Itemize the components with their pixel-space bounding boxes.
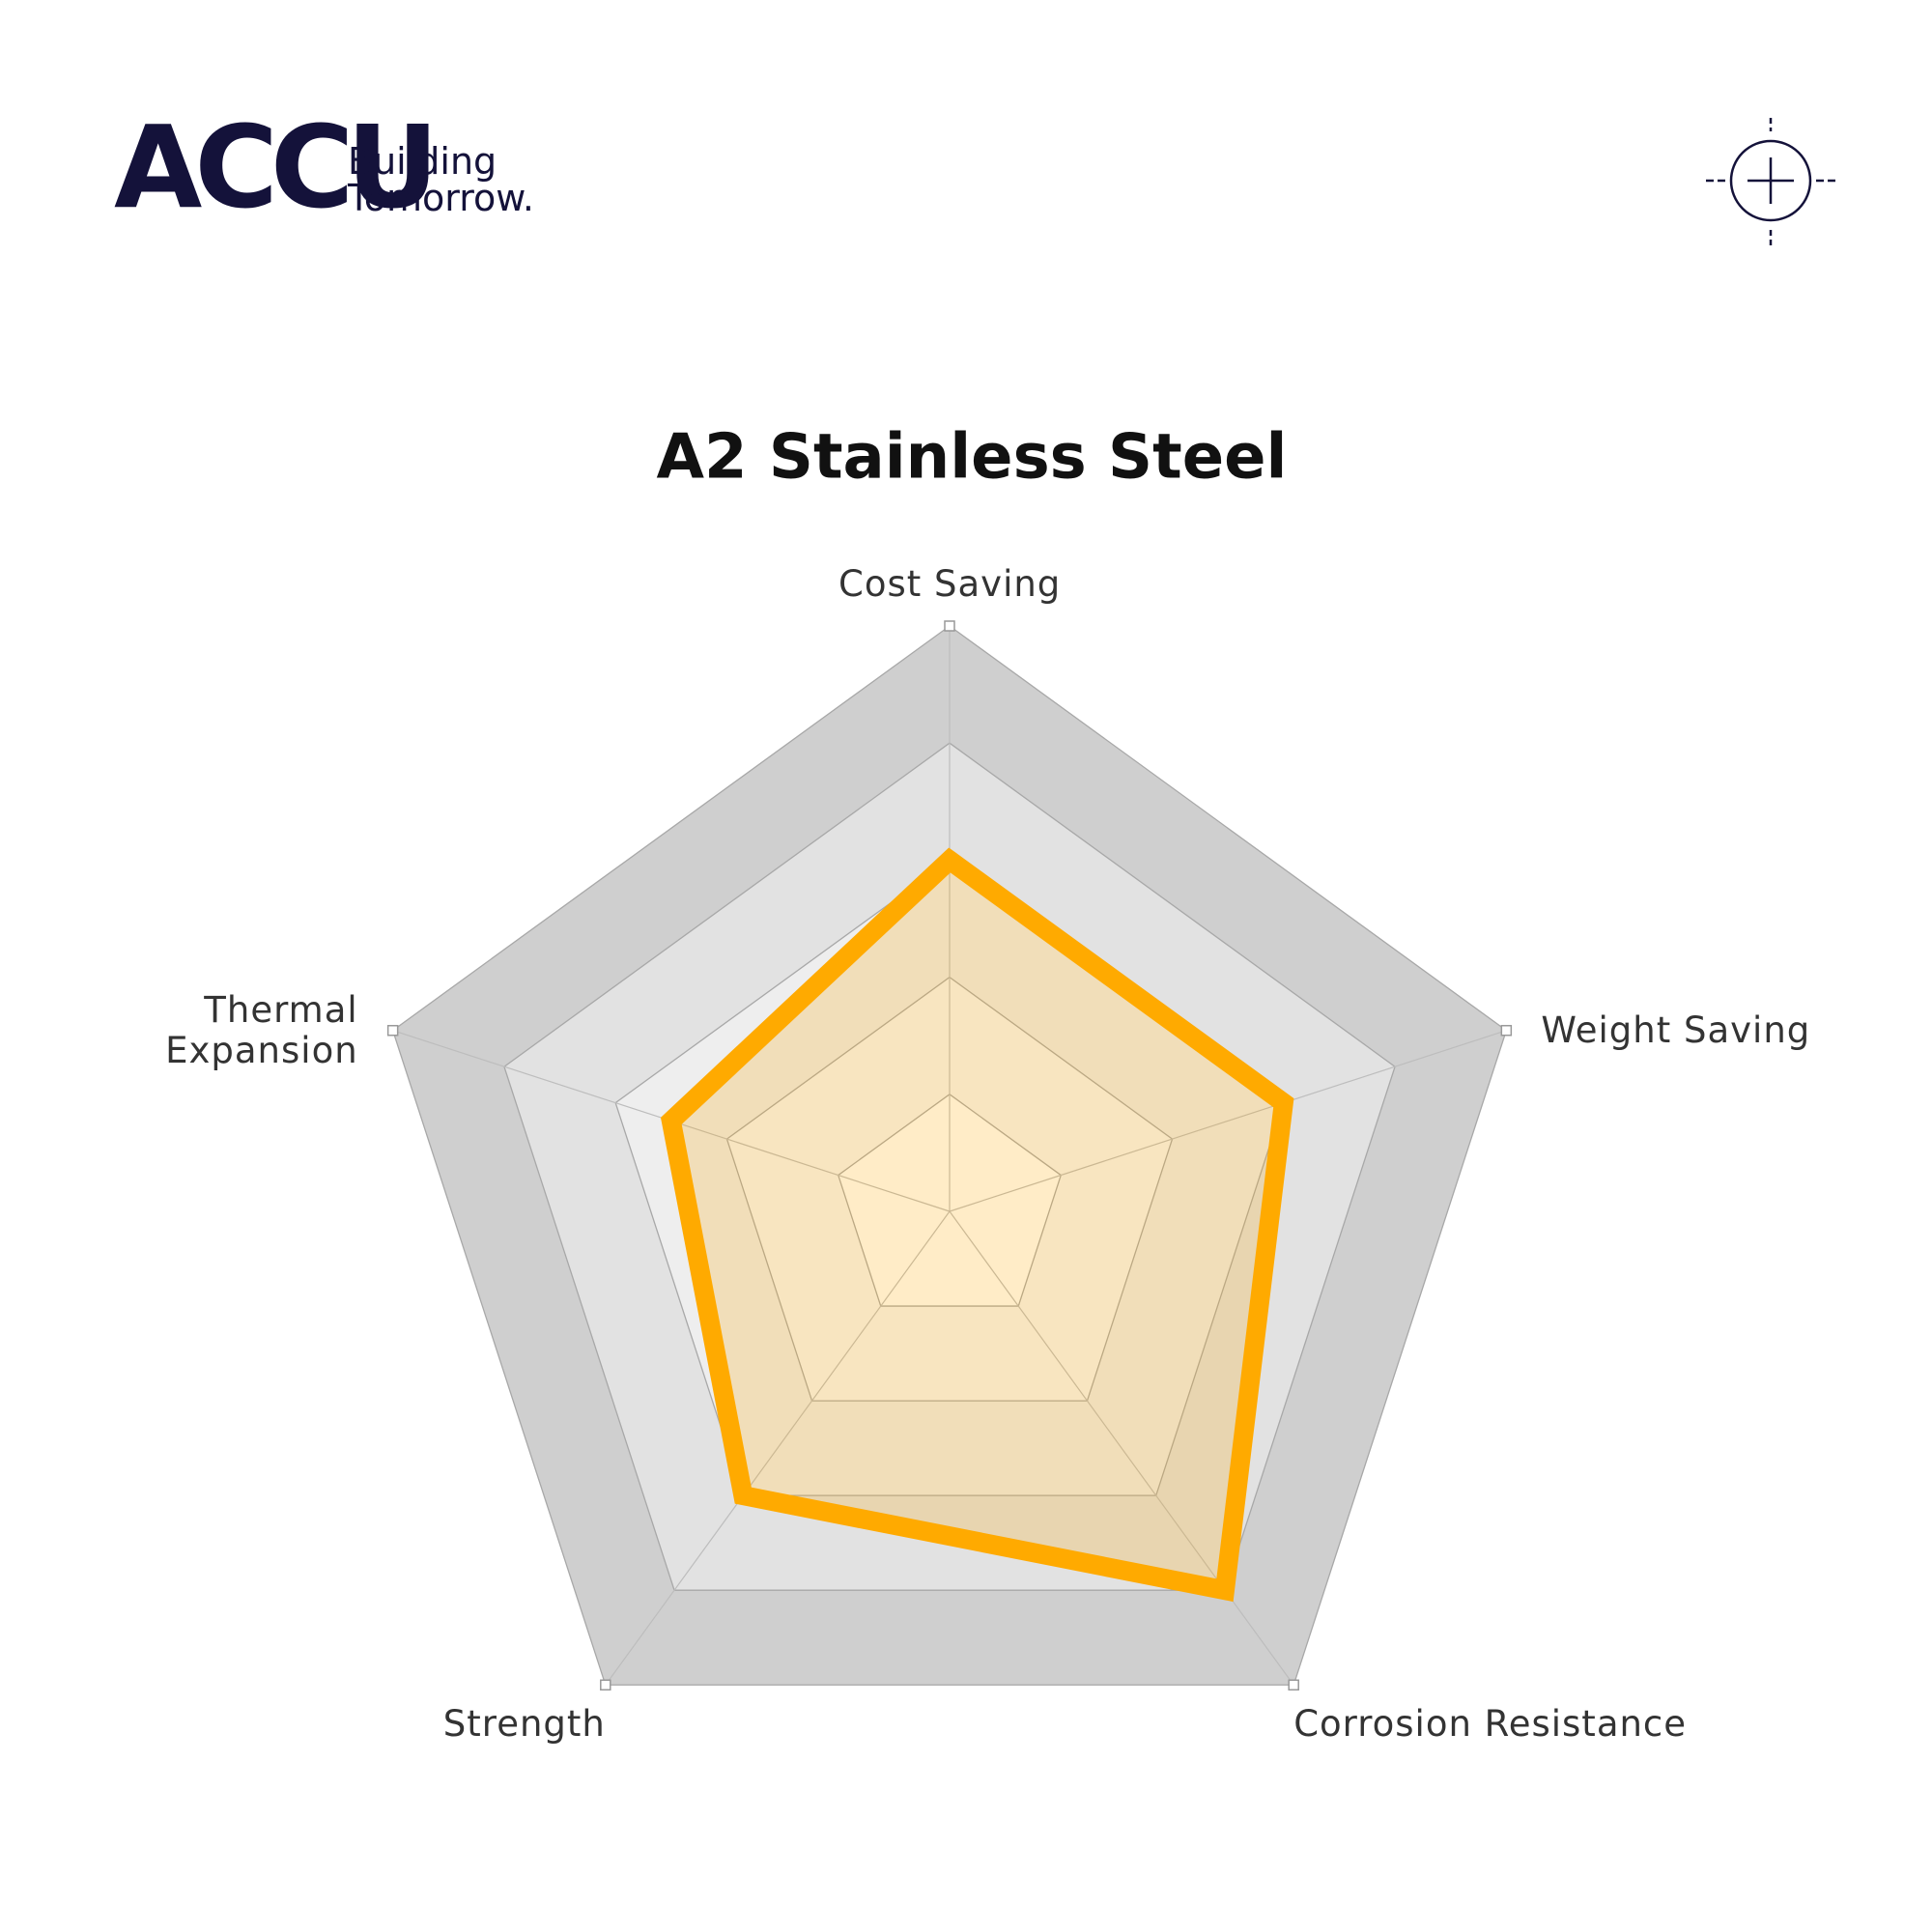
axis-spoke — [605, 1210, 951, 1686]
logo-tagline: Tomorrow. — [347, 177, 534, 219]
vertex-marker — [1288, 1679, 1299, 1691]
axis-label: Weight Saving — [1541, 1009, 1811, 1051]
axis-label: Cost Saving — [838, 563, 1062, 605]
axis-label: Thermal Expansion — [165, 988, 358, 1071]
axis-label: Corrosion Resistance — [1293, 1703, 1688, 1746]
logo: ACCU Building Tomorrow. — [114, 100, 534, 234]
chart-title: A2 Stainless Steel — [657, 422, 1288, 494]
crosshair-icon — [1706, 118, 1835, 245]
data-area — [660, 847, 1294, 1603]
logo-name: ACCU — [114, 100, 431, 234]
vertex-marker — [386, 1024, 399, 1037]
axis-spoke — [949, 1030, 1507, 1212]
vertex-marker — [944, 620, 955, 632]
vertex-marker — [600, 1679, 611, 1691]
vertex-marker — [1500, 1024, 1513, 1037]
axis-spoke — [949, 1210, 1294, 1686]
logo-tagline: Building — [348, 140, 497, 183]
axis-label: Strength — [442, 1703, 606, 1746]
